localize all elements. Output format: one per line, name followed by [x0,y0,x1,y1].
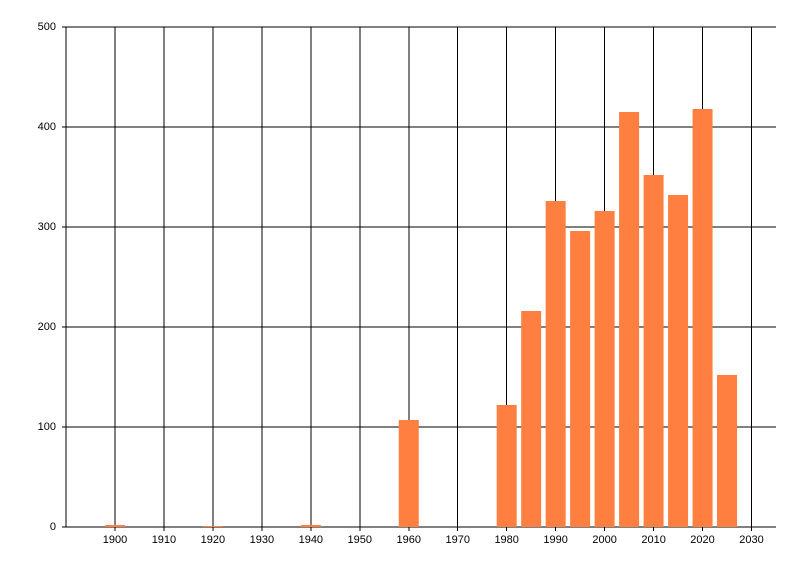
bar [619,112,640,527]
bar [668,195,689,527]
x-tick-label: 1910 [152,534,176,546]
bar [545,201,566,527]
x-tick-label: 2030 [739,534,763,546]
x-tick-label: 1960 [397,534,421,546]
bar [643,175,664,527]
x-tick-label: 1940 [299,534,323,546]
x-tick-label: 1980 [494,534,518,546]
x-tick-label: 2000 [592,534,616,546]
y-tick-label: 300 [38,221,56,233]
bar [496,405,517,527]
x-tick-label: 1920 [201,534,225,546]
bar [521,311,542,527]
x-tick-label: 2010 [641,534,665,546]
y-tick-label: 400 [38,121,56,133]
x-tick-label: 2020 [690,534,714,546]
bar [104,525,125,527]
y-tick-label: 100 [38,421,56,433]
bar [717,375,738,527]
bar [570,231,591,527]
x-tick-label: 1950 [348,534,372,546]
bar [398,420,419,527]
bar [202,526,223,527]
bar [692,109,713,527]
x-tick-label: 1970 [445,534,469,546]
x-tick-label: 1930 [250,534,274,546]
bar [594,211,615,527]
y-tick-label: 200 [38,321,56,333]
y-tick-label: 0 [50,521,56,533]
x-tick-label: 1900 [103,534,127,546]
bar [300,525,321,527]
x-tick-label: 1990 [543,534,567,546]
y-tick-label: 500 [38,21,56,33]
